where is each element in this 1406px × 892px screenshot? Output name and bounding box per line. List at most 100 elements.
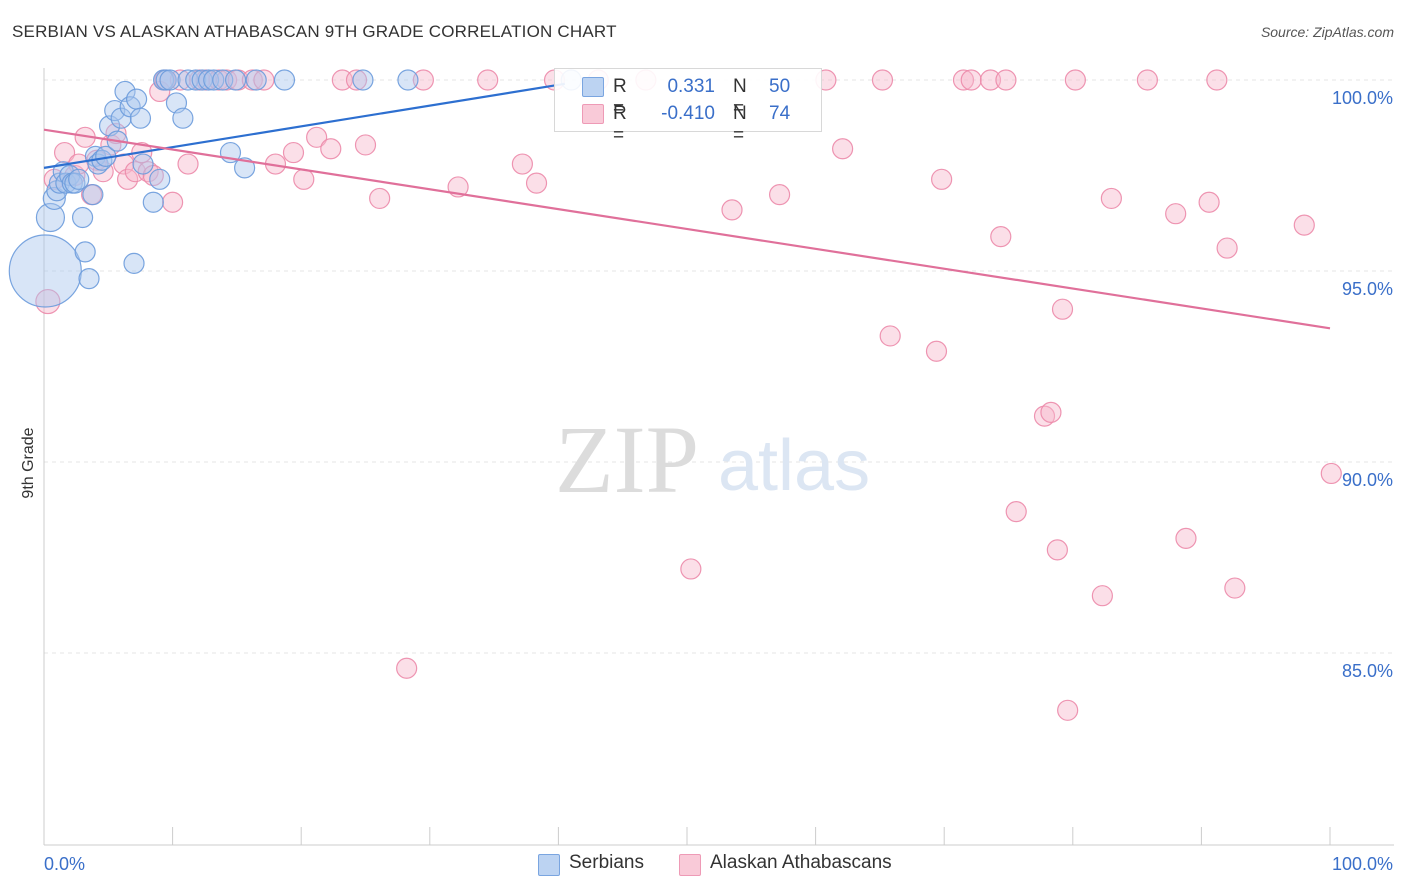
alaskan-point <box>396 657 418 679</box>
serbian-point <box>149 168 171 190</box>
alaskan-point <box>1046 539 1068 561</box>
alaskan-point <box>64 164 86 187</box>
alaskan-n-value: 74 <box>769 103 791 124</box>
serbian-point <box>132 153 154 175</box>
alaskan-point <box>282 141 305 164</box>
n-label: N = <box>733 103 747 146</box>
alaskan-point <box>680 558 702 580</box>
alaskan-point <box>925 340 948 362</box>
alaskan-point <box>1005 501 1027 523</box>
alaskan-point <box>1293 214 1315 236</box>
serbian-point <box>234 157 256 179</box>
serbian-point <box>35 202 66 233</box>
alaskan-swatch <box>582 104 604 124</box>
r-label: R = <box>613 103 627 146</box>
serbian-point <box>71 206 94 229</box>
alaskan-point <box>53 141 76 164</box>
alaskan-point <box>1198 191 1220 213</box>
alaskan-point <box>354 134 377 156</box>
serbian-point <box>397 69 419 91</box>
alaskan-point <box>162 191 184 213</box>
alaskan-point <box>1136 69 1158 91</box>
trend-lines <box>43 82 1331 330</box>
watermark-zip: ZIP <box>555 406 699 513</box>
alaskan-point <box>1320 462 1342 485</box>
tick-labels: 100.0% 95.0% 90.0% 85.0% 0.0% 100.0% <box>44 88 1393 874</box>
serbian-point <box>125 88 148 110</box>
alaskan-point <box>832 138 854 160</box>
alaskan-point <box>1033 405 1056 427</box>
serbian-point <box>82 184 104 206</box>
alaskan-point <box>177 153 199 175</box>
serbian-point <box>172 107 194 129</box>
alaskan-point <box>345 69 368 91</box>
alaskan-point <box>511 153 533 175</box>
watermark: ZIP atlas <box>555 406 870 513</box>
serbian-point <box>203 69 225 91</box>
alaskan-point <box>1064 69 1086 91</box>
serbian-point <box>225 69 247 91</box>
serbian-point <box>159 69 181 91</box>
y-tick-label: 100.0% <box>1332 88 1393 108</box>
alaskan-legend-label: Alaskan Athabascans <box>710 852 892 873</box>
serbian-point <box>46 180 68 202</box>
serbian-point <box>8 234 82 308</box>
alaskan-r-value: -0.410 <box>661 103 715 124</box>
alaskan-point <box>1165 203 1187 225</box>
y-axis-label: 9th Grade <box>20 427 37 498</box>
alaskan-point <box>990 226 1012 248</box>
alaskan-point <box>1057 699 1079 721</box>
alaskan-point <box>960 69 982 91</box>
serbian-trend-line <box>43 82 566 169</box>
alaskan-point <box>1091 585 1113 607</box>
y-tick-label: 90.0% <box>1342 470 1393 490</box>
alaskan-point <box>871 69 894 91</box>
alaskan-point <box>369 187 391 210</box>
serbian-point <box>64 172 86 194</box>
watermark-atlas: atlas <box>718 426 870 506</box>
axes <box>43 68 1394 846</box>
x-tick-label-min: 0.0% <box>44 854 85 874</box>
serbian-point <box>212 69 234 91</box>
alaskan-point <box>293 168 315 190</box>
alaskan-point <box>1216 237 1238 259</box>
serbians-n-value: 50 <box>769 76 791 97</box>
y-tick-label: 95.0% <box>1342 279 1393 299</box>
serbians-r-value: 0.331 <box>667 76 715 97</box>
alaskan-point <box>306 126 328 148</box>
alaskan-point <box>879 325 901 347</box>
x-tick-label-max: 100.0% <box>1332 854 1393 874</box>
alaskan-point <box>1051 298 1074 320</box>
serbian-point <box>68 168 90 190</box>
alaskan-point <box>412 69 434 91</box>
alaskan-point <box>952 69 975 91</box>
serbian-point <box>129 107 152 129</box>
alaskan-legend-swatch <box>679 854 701 876</box>
chart-title: SERBIAN VS ALASKAN ATHABASCAN 9TH GRADE … <box>12 22 617 41</box>
serbian-point <box>185 69 207 91</box>
serbian-point <box>78 268 100 290</box>
alaskan-point <box>35 288 61 315</box>
alaskan-point <box>124 161 146 183</box>
alaskan-point <box>1100 187 1122 210</box>
alaskan-point <box>721 199 743 221</box>
serbian-point <box>74 241 96 263</box>
alaskan-point <box>995 69 1017 91</box>
serbians-legend-swatch <box>538 854 560 876</box>
alaskan-point <box>1206 69 1228 91</box>
alaskan-point <box>979 69 1002 91</box>
alaskan-point <box>1224 577 1246 599</box>
serbians-swatch <box>582 77 604 97</box>
serbian-point <box>245 69 267 91</box>
serbian-point <box>142 191 164 213</box>
serbians-legend-label: Serbians <box>569 852 644 873</box>
serbian-point <box>273 69 296 91</box>
serbian-point <box>123 252 145 274</box>
alaskan-point <box>1175 527 1197 550</box>
stats-legend: R = 0.331 N = 50 R = -0.410 N = 74 <box>554 68 822 146</box>
y-tick-label: 85.0% <box>1342 661 1393 681</box>
alaskan-point <box>1040 401 1062 423</box>
alaskan-point <box>768 184 791 206</box>
alaskan-point <box>320 138 342 160</box>
